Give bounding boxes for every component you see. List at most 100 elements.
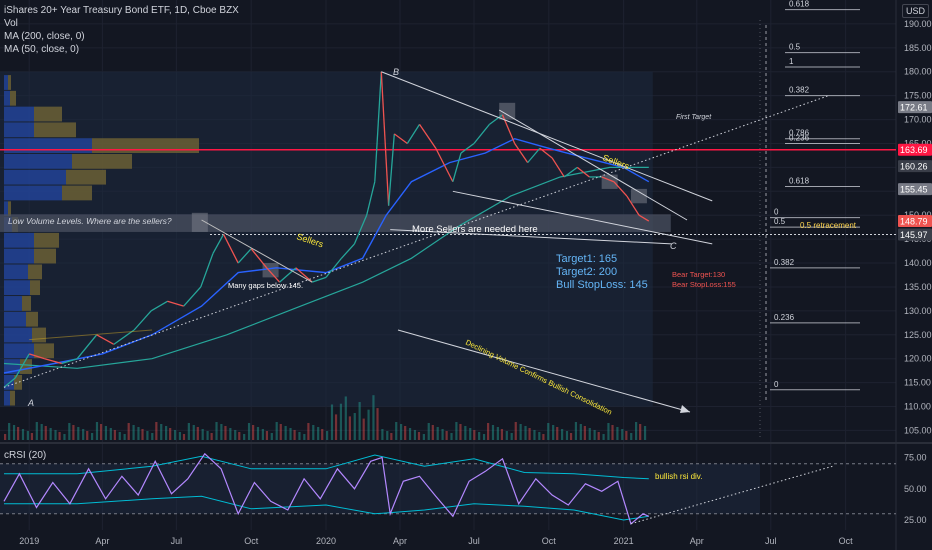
volume-bar bbox=[44, 426, 47, 440]
volume-bar bbox=[602, 434, 605, 440]
price-marker[interactable] bbox=[898, 228, 932, 241]
trend-line[interactable] bbox=[201, 219, 313, 283]
volume-bar bbox=[132, 425, 135, 440]
ma200-indicator-label[interactable]: MA (200, close, 0) bbox=[4, 31, 85, 42]
volume-bar bbox=[58, 432, 61, 440]
volume-bar bbox=[441, 429, 444, 440]
volume-bar bbox=[390, 433, 393, 440]
bear-target-label: Bear Target:130 bbox=[672, 270, 725, 279]
price-segment bbox=[167, 300, 184, 307]
volume-bar bbox=[528, 428, 531, 440]
volume-bar bbox=[524, 426, 527, 440]
price-marker-label: 163.69 bbox=[900, 145, 928, 155]
time-tick-label: 2020 bbox=[316, 536, 336, 546]
symbol-title[interactable]: iShares 20+ Year Treasury Bond ETF, 1D, … bbox=[4, 5, 239, 16]
fib-ratio-label: 0 bbox=[774, 208, 779, 217]
volume-bar bbox=[519, 424, 522, 440]
price-marker[interactable] bbox=[898, 160, 932, 173]
price-segment bbox=[489, 114, 503, 125]
rsi-band-fill bbox=[0, 463, 760, 514]
volume-bar bbox=[372, 395, 375, 440]
price-tick-label: 125.00 bbox=[904, 330, 932, 340]
price-marker[interactable] bbox=[898, 101, 932, 114]
volume-bar bbox=[621, 429, 624, 440]
price-segment bbox=[435, 147, 454, 183]
currency-button[interactable]: USD bbox=[902, 4, 930, 18]
volume-bar bbox=[312, 425, 315, 440]
volume-bar bbox=[234, 430, 237, 440]
volume-bar bbox=[478, 432, 481, 440]
price-tick-label: 165.00 bbox=[904, 138, 932, 148]
volume-bar bbox=[72, 425, 75, 440]
price-segment bbox=[311, 276, 327, 283]
price-segment bbox=[514, 143, 529, 163]
volume-bar bbox=[187, 423, 190, 440]
declining-volume-arrow bbox=[397, 329, 691, 413]
price-marker-label: 145.97 bbox=[900, 230, 928, 240]
volume-bar bbox=[17, 427, 20, 440]
volume-bar bbox=[252, 425, 255, 440]
volume-bar bbox=[569, 433, 573, 440]
price-segment bbox=[44, 358, 62, 365]
volume-bar bbox=[123, 434, 126, 440]
rsi-indicator-label[interactable]: cRSI (20) bbox=[4, 450, 47, 461]
price-segment bbox=[76, 334, 98, 360]
price-segment bbox=[237, 248, 252, 264]
price-segment bbox=[250, 248, 268, 269]
volume-bar bbox=[487, 423, 490, 440]
volume-bar bbox=[422, 434, 425, 440]
volume-bar bbox=[514, 422, 517, 440]
price-segment bbox=[393, 133, 408, 145]
volume-bar bbox=[427, 423, 430, 440]
volume-bar bbox=[496, 427, 499, 440]
trend-line[interactable] bbox=[498, 109, 688, 221]
price-segment bbox=[638, 214, 650, 222]
trend-line[interactable] bbox=[452, 190, 713, 245]
ma50-indicator-label[interactable]: MA (50, close, 0) bbox=[4, 44, 80, 55]
volume-bar bbox=[400, 424, 403, 440]
price-marker[interactable] bbox=[898, 183, 932, 196]
chart-legend: iShares 20+ Year Treasury Bond ETF, 1D, … bbox=[4, 4, 239, 56]
trend-line[interactable] bbox=[3, 95, 829, 388]
price-segment bbox=[374, 71, 382, 182]
volume-bar bbox=[196, 427, 199, 440]
volume-bar bbox=[256, 427, 260, 440]
vol-indicator-label[interactable]: Vol bbox=[4, 18, 18, 29]
volume-bar bbox=[178, 432, 182, 440]
trend-line[interactable] bbox=[381, 71, 713, 202]
price-marker[interactable] bbox=[898, 143, 932, 156]
volume-bar bbox=[413, 430, 417, 440]
rsi-divergence-line[interactable] bbox=[630, 465, 833, 525]
time-tick-label: Apr bbox=[690, 536, 704, 546]
time-tick-label: Oct bbox=[542, 536, 557, 546]
rsi-tick-label: 25.00 bbox=[904, 515, 927, 525]
volume-bar bbox=[82, 429, 85, 440]
volume-bar bbox=[565, 431, 569, 440]
volume-bar bbox=[160, 424, 163, 440]
trend-line[interactable] bbox=[390, 229, 672, 245]
trend-line[interactable] bbox=[29, 329, 153, 341]
volume-bar bbox=[298, 432, 301, 440]
volume-bar bbox=[579, 424, 582, 440]
price-segment bbox=[150, 300, 168, 312]
price-tick-label: 180.00 bbox=[904, 67, 932, 77]
price-segment bbox=[133, 310, 152, 331]
volume-bar bbox=[459, 424, 462, 440]
price-marker[interactable] bbox=[898, 215, 932, 228]
volume-bar bbox=[91, 433, 94, 440]
volume-bar bbox=[247, 423, 251, 440]
time-tick-label: Jul bbox=[468, 536, 480, 546]
stoploss-label: Bull StopLoss: 145 bbox=[556, 279, 648, 291]
volume-bar bbox=[583, 426, 586, 440]
volume-bar bbox=[417, 432, 421, 440]
volume-bar bbox=[275, 422, 278, 440]
seller-box bbox=[191, 212, 208, 232]
price-segment bbox=[222, 234, 239, 264]
volume-bar bbox=[639, 424, 642, 440]
volume-bar bbox=[35, 422, 38, 440]
volume-bar bbox=[469, 428, 472, 440]
time-tick-label: Oct bbox=[839, 536, 854, 546]
volume-bar bbox=[127, 423, 130, 440]
time-tick-label: Jul bbox=[765, 536, 777, 546]
